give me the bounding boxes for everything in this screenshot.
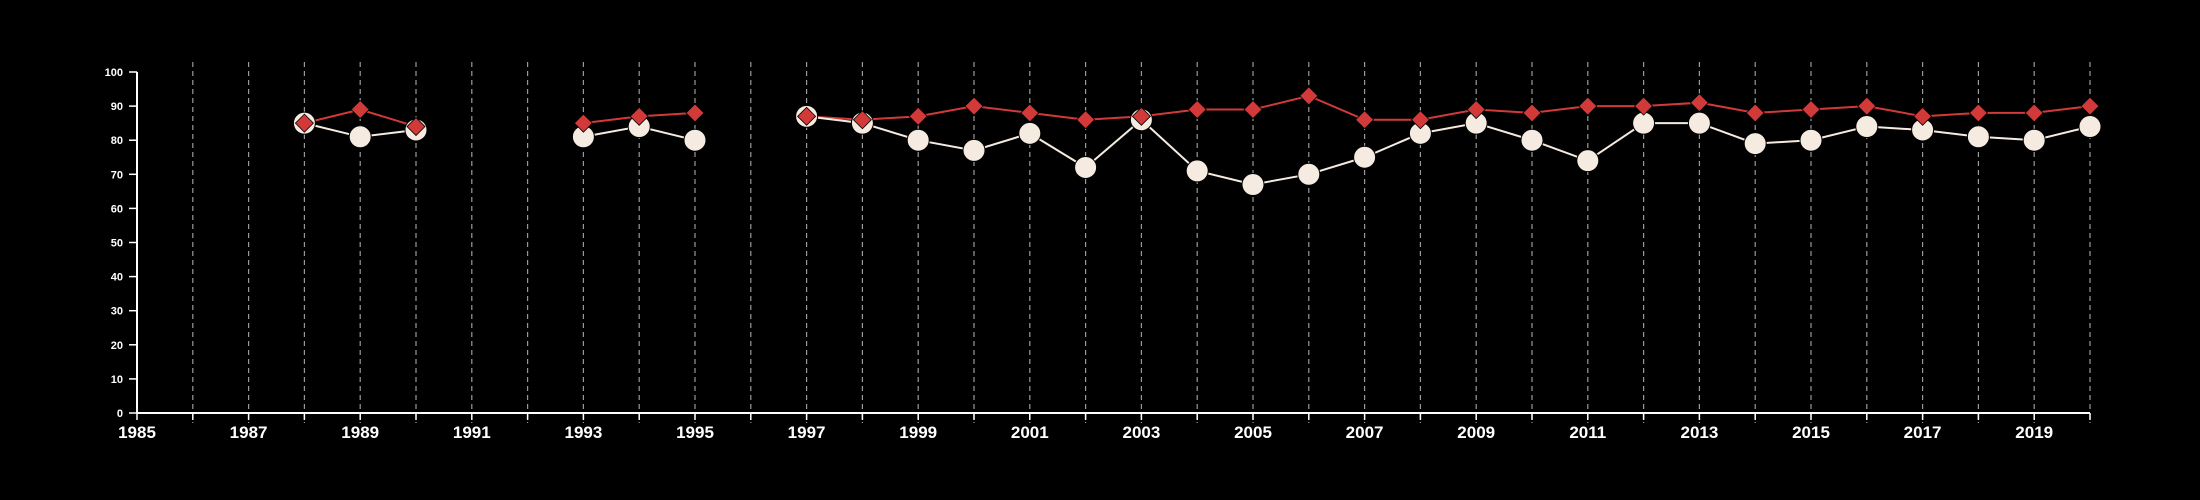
diamond-marker-2013 xyxy=(1689,93,1709,113)
diamond-marker-2000 xyxy=(964,96,984,116)
y-tick-label-20: 20 xyxy=(111,340,123,352)
circle-marker-2011 xyxy=(1576,149,1600,173)
diamond-marker-2002 xyxy=(1076,110,1096,130)
diamond-marker-2007 xyxy=(1355,110,1375,130)
circle-marker-2001 xyxy=(1018,121,1042,145)
grid-lines xyxy=(192,62,2091,423)
diamond-marker-2009 xyxy=(1466,99,1486,120)
y-tick-label-100: 100 xyxy=(105,67,123,79)
diamond-marker-2017 xyxy=(1913,106,1933,126)
axes: 0 10 20 30 40 50 60 70 80 90 100 1985 1987 1989 1991 19… xyxy=(105,67,2091,442)
y-tick-label-80: 80 xyxy=(111,135,123,147)
x-tick-label-1985: 1985 xyxy=(118,423,156,442)
diamond-marker-2010 xyxy=(1522,103,1542,123)
y-tick-label-90: 90 xyxy=(111,101,123,113)
y-tick-label-40: 40 xyxy=(111,272,123,284)
x-tick-label-2013: 2013 xyxy=(1680,423,1718,442)
circle-marker-2016 xyxy=(1855,115,1879,139)
diamond-marker-1995 xyxy=(685,103,705,123)
x-tick-label-1997: 1997 xyxy=(788,423,826,442)
x-tick-label-2019: 2019 xyxy=(2015,423,2053,442)
diamond-marker-2012 xyxy=(1634,96,1654,116)
diamond-marker-2008 xyxy=(1410,110,1430,130)
x-tick-label-2005: 2005 xyxy=(1234,423,1272,442)
diamond-marker-1999 xyxy=(908,106,928,126)
diamond-marker-1988 xyxy=(294,113,314,133)
diamond-marker-2001 xyxy=(1020,103,1040,123)
diamond-marker-2016 xyxy=(1857,96,1877,116)
x-tick-label-2009: 2009 xyxy=(1457,423,1495,442)
diamond-marker-2011 xyxy=(1578,96,1598,116)
diamond-marker-2014 xyxy=(1745,103,1765,123)
diamond-marker-2019 xyxy=(2024,103,2044,123)
y-tick-label-50: 50 xyxy=(111,238,123,250)
diamond-marker-2006 xyxy=(1299,86,1319,106)
diamond-marker-2020 xyxy=(2080,96,2100,116)
x-tick-label-1989: 1989 xyxy=(341,423,379,442)
x-tick-label-1995: 1995 xyxy=(676,423,714,442)
y-tick-label-10: 10 xyxy=(111,374,123,386)
diamond-marker-2005 xyxy=(1243,99,1263,120)
circle-marker-2004 xyxy=(1185,159,1209,183)
diamond-marker-1998 xyxy=(852,110,872,130)
x-tick-label-2015: 2015 xyxy=(1792,423,1830,442)
diamond-marker-2004 xyxy=(1187,99,1207,120)
circle-marker-2020 xyxy=(2078,115,2102,139)
x-tick-label-2007: 2007 xyxy=(1346,423,1384,442)
circle-marker-1989 xyxy=(348,125,372,149)
circle-marker-2005 xyxy=(1241,173,1265,197)
x-tick-label-2011: 2011 xyxy=(1569,423,1606,442)
x-tick-label-1993: 1993 xyxy=(564,423,602,442)
circle-marker-1999 xyxy=(906,128,930,152)
x-tick-label-1999: 1999 xyxy=(899,423,937,442)
circle-marker-2013 xyxy=(1687,111,1711,135)
x-tick-label-1991: 1991 xyxy=(453,423,491,442)
diamond-marker-1994 xyxy=(629,106,649,126)
x-tick-label-2003: 2003 xyxy=(1122,423,1160,442)
circle-marker-2014 xyxy=(1743,132,1767,156)
circle-marker-2007 xyxy=(1353,145,1377,169)
y-tick-label-70: 70 xyxy=(111,169,123,181)
diamond-marker-1993 xyxy=(573,113,593,133)
circle-marker-2015 xyxy=(1799,128,1823,152)
y-tick-label-0: 0 xyxy=(117,408,123,420)
series-markers xyxy=(292,86,2102,197)
circle-marker-2000 xyxy=(962,138,986,162)
circle-marker-2018 xyxy=(1966,125,1990,149)
diamond-marker-2015 xyxy=(1801,99,1821,120)
circle-marker-2002 xyxy=(1074,155,1098,179)
circle-marker-2010 xyxy=(1520,128,1544,152)
diamond-marker-2018 xyxy=(1968,103,1988,123)
circle-marker-1995 xyxy=(683,128,707,152)
y-tick-label-30: 30 xyxy=(111,306,123,318)
y-tick-label-60: 60 xyxy=(111,203,123,215)
x-tick-label-2001: 2001 xyxy=(1011,423,1049,442)
diamond-marker-1990 xyxy=(406,116,426,137)
diamond-marker-1989 xyxy=(350,99,370,120)
x-tick-label-2017: 2017 xyxy=(1904,423,1942,442)
series-diamond-line-segment-2 xyxy=(806,94,2091,121)
diamond-marker-1997 xyxy=(797,106,817,126)
circle-marker-2006 xyxy=(1297,162,1321,186)
x-tick-label-1987: 1987 xyxy=(230,423,268,442)
circle-marker-2019 xyxy=(2022,128,2046,152)
diamond-marker-2003 xyxy=(1131,106,1151,126)
